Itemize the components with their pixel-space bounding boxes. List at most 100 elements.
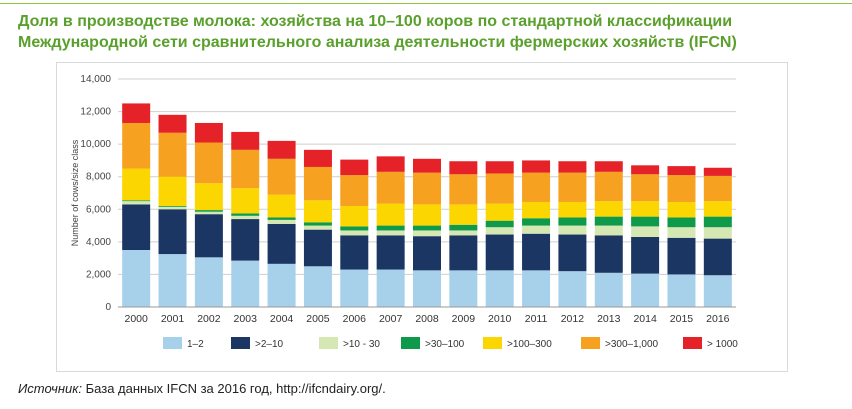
bar-segment [194,142,223,184]
bar-segment [558,217,587,226]
x-tick-label: 2000 [124,313,148,325]
bar-segment [194,257,223,307]
bar-segment [485,234,514,271]
bar-segment [485,161,514,174]
bar-segment [303,200,332,223]
bar-segment [267,263,296,307]
legend-label: >10 - 30 [343,339,380,350]
bar-segment [267,223,296,264]
bar-segment [158,206,187,210]
legend-swatch [319,337,338,349]
bar-segment [122,250,151,307]
bar-segment [267,140,296,159]
stacked-bar-chart: 0 2,000 4,000 6,000 8,000 10,000 12,000 14,000 N… [70,74,738,350]
legend-swatch [401,337,420,349]
bar-segment [667,227,696,238]
bar-segment [449,230,478,236]
bar-segment [522,233,551,271]
bar-segment [122,204,151,250]
legend-swatch [163,337,182,349]
y-tick-label: 12,000 [80,107,111,118]
bar-segment [413,204,441,226]
chart-frame: 0 2,000 4,000 6,000 8,000 10,000 12,000 14,000 N… [56,62,788,372]
bar-segment [667,237,696,275]
title-line-1: Доля в производстве молока: хозяйства на… [18,13,733,30]
bar-segment [594,235,623,273]
title-rule [0,3,852,4]
bar-segment [522,270,551,307]
bar-segment [485,173,514,204]
bar-segment [631,273,660,307]
bar-segment [376,171,405,204]
bar-segment [522,172,551,202]
bar-segment [413,236,441,271]
bar-segment [231,149,260,189]
bar-segment [703,175,732,202]
bar-segment [340,206,369,227]
bar-segment [231,131,260,150]
bar-segment [449,270,478,307]
bar-segment [122,201,151,205]
y-tick-label: 0 [105,302,111,313]
bar-segment [558,225,587,235]
bar-segment [158,176,187,207]
bar-segment [558,161,587,173]
bar-segment [631,165,660,175]
bar-segment [194,214,223,258]
legend-label: >100–300 [507,339,552,350]
bar-segment [631,174,660,202]
bar-segment [158,114,187,133]
y-tick-label: 14,000 [80,74,111,85]
x-tick-label: 2009 [452,313,476,325]
legend-label: >300–1,000 [605,339,659,350]
x-tick-label: 2012 [561,313,585,325]
bar-segment [449,224,478,231]
legend-swatch [581,337,600,349]
legend-swatch [231,337,250,349]
bar-segment [558,201,587,218]
bar-segment [340,175,369,207]
legend-swatch [483,337,502,349]
bar-segment [413,158,441,173]
y-tick-label: 4,000 [86,237,111,248]
bar-segment [413,230,441,237]
bar-segment [231,219,260,261]
title-line-2: Международной сети сравнительного анализ… [18,34,737,51]
bar-segment [376,156,405,172]
bar-segment [158,209,187,255]
bar-segment [303,166,332,201]
bar-segment [303,222,332,226]
bar-segment [158,206,187,207]
bar-segment [267,219,296,224]
bar-segment [667,217,696,228]
bar-segment [522,225,551,234]
bar-segment [303,229,332,267]
bar-segment [667,175,696,202]
bar-segment [413,225,441,231]
bar-segment [267,217,296,220]
bar-segment [158,254,187,307]
bar-segment [376,230,405,236]
bar-segment [667,274,696,307]
bar-segment [122,103,151,123]
x-tick-label: 2004 [270,313,294,325]
bar-segment [594,171,623,202]
bar-segment [594,225,623,236]
x-tick-label: 2005 [306,313,330,325]
bar-segment [703,227,732,239]
x-tick-label: 2002 [197,313,221,325]
x-tick-label: 2008 [415,313,439,325]
bar-segment [631,216,660,227]
bar-segment [413,172,441,205]
bar-segment [194,122,223,143]
bar-segment [558,271,587,307]
x-tick-label: 2013 [597,313,621,325]
x-tick-label: 2014 [633,313,657,325]
bar-segment [340,159,369,176]
bar-segment [158,132,187,177]
bar-segment [303,266,332,307]
bar-segment [631,236,660,274]
bar-segment [667,201,696,218]
bar-segment [594,272,623,307]
bar-segment [485,270,514,307]
